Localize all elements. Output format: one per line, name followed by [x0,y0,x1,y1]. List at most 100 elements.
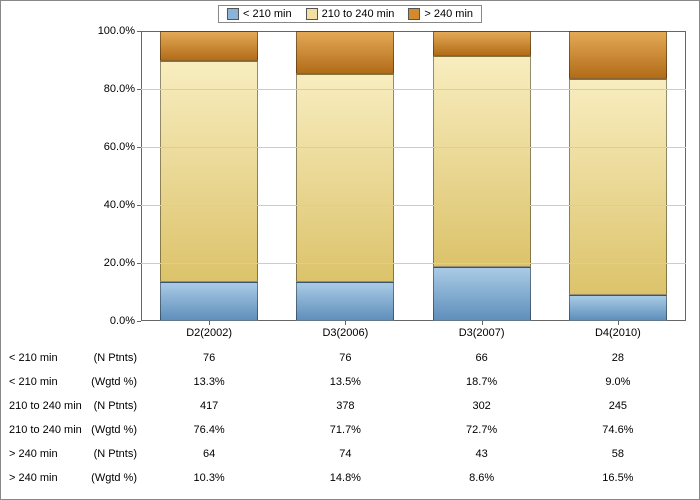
table-cell: 74.6% [602,424,633,436]
table-cell: 72.7% [466,424,497,436]
bar-segment [569,295,667,321]
row-label-right: (Wgtd %) [91,424,137,436]
bar-segment [296,282,394,321]
x-tick-label: D3(2007) [459,327,505,339]
row-label-left: > 240 min [9,472,58,484]
row-label-right: (N Ptnts) [94,448,137,460]
table-cell: 10.3% [194,472,225,484]
y-tick-mark [137,89,141,90]
row-header: > 240 min (N Ptnts) [9,448,137,460]
table-cell: 71.7% [330,424,361,436]
x-tick-mark [345,321,346,325]
plot-area: 0.0%20.0%40.0%60.0%80.0%100.0%D2(2002)D3… [141,31,686,321]
table-row: 210 to 240 min (Wgtd %) 76.4% 71.7% 72.7% 74.… [1,418,700,442]
y-tick-label: 80.0% [104,83,135,95]
table-cell: 74 [339,448,351,460]
table-cell: 13.5% [330,376,361,388]
legend-swatch-mid [306,8,318,20]
bar-stack [160,31,258,321]
row-header: < 210 min (Wgtd %) [9,376,137,388]
bar-segment [433,267,531,321]
table-cell: 58 [612,448,624,460]
legend-label: < 210 min [243,8,292,20]
bar-segment [296,74,394,282]
table-cell: 76 [339,352,351,364]
row-label-left: < 210 min [9,352,58,364]
x-tick-mark [482,321,483,325]
y-tick-label: 0.0% [110,315,135,327]
bar [160,31,258,321]
row-header: 210 to 240 min (Wgtd %) [9,424,137,436]
table-cell: 28 [612,352,624,364]
table-row: < 210 min (N Ptnts) 76 76 66 28 [1,346,700,370]
legend-label: 210 to 240 min [322,8,395,20]
table-cell: 9.0% [605,376,630,388]
legend-label: > 240 min [424,8,473,20]
bar-segment [296,31,394,74]
legend-item: > 240 min [408,8,473,20]
row-label-left: > 240 min [9,448,58,460]
bar-stack [296,31,394,321]
x-tick-mark [618,321,619,325]
legend-swatch-lt210 [227,8,239,20]
bar-segment [160,31,258,61]
legend: < 210 min 210 to 240 min > 240 min [218,5,482,23]
bar-segment [433,56,531,267]
row-header: < 210 min (N Ptnts) [9,352,137,364]
table-cell: 14.8% [330,472,361,484]
y-tick-mark [137,205,141,206]
table-cell: 16.5% [602,472,633,484]
y-tick-label: 60.0% [104,141,135,153]
bar [433,31,531,321]
row-header: 210 to 240 min (N Ptnts) [9,400,137,412]
gridline [141,205,686,206]
y-tick-label: 100.0% [98,25,135,37]
table-cell: 245 [609,400,627,412]
bar-segment [569,31,667,79]
y-tick-mark [137,321,141,322]
table-cell: 64 [203,448,215,460]
table-cell: 378 [336,400,354,412]
row-label-right: (Wgtd %) [91,376,137,388]
y-tick-mark [137,147,141,148]
table-row: 210 to 240 min(N Ptnts)417378302245 [1,394,700,418]
bar [569,31,667,321]
gridline [141,89,686,90]
table-row: > 240 min(Wgtd %)10.3%14.8%8.6%16.5% [1,466,700,490]
x-tick-label: D3(2006) [322,327,368,339]
y-tick-label: 40.0% [104,199,135,211]
table-cell: 18.7% [466,376,497,388]
legend-swatch-gt240 [408,8,420,20]
table-cell: 76 [203,352,215,364]
bar [296,31,394,321]
row-label-left: < 210 min [9,376,58,388]
row-label-left: 210 to 240 min [9,424,82,436]
x-tick-label: D2(2002) [186,327,232,339]
bar-segment [160,61,258,283]
table-row: < 210 min (Wgtd %) 13.3% 13.5% 18.7% 9.0% [1,370,700,394]
table-cell: 76.4% [194,424,225,436]
row-label-right: (N Ptnts) [94,400,137,412]
y-tick-mark [137,263,141,264]
row-label-right: (N Ptnts) [94,352,137,364]
legend-item: 210 to 240 min [306,8,395,20]
table-cell: 43 [476,448,488,460]
gridline [141,263,686,264]
x-tick-label: D4(2010) [595,327,641,339]
row-label-right: (Wgtd %) [91,472,137,484]
table-cell: 13.3% [194,376,225,388]
y-tick-mark [137,31,141,32]
row-label-left: 210 to 240 min [9,400,82,412]
bar-segment [433,31,531,56]
legend-item: < 210 min [227,8,292,20]
table-cell: 302 [472,400,490,412]
y-tick-label: 20.0% [104,257,135,269]
table-cell: 66 [476,352,488,364]
table-row: > 240 min (N Ptnts) 64 74 43 58 [1,442,700,466]
x-tick-mark [209,321,210,325]
row-header: > 240 min (Wgtd %) [9,472,137,484]
chart-container: < 210 min 210 to 240 min > 240 min 0.0%2… [0,0,700,500]
gridline [141,147,686,148]
bar-segment [160,282,258,321]
bar-stack [433,31,531,321]
